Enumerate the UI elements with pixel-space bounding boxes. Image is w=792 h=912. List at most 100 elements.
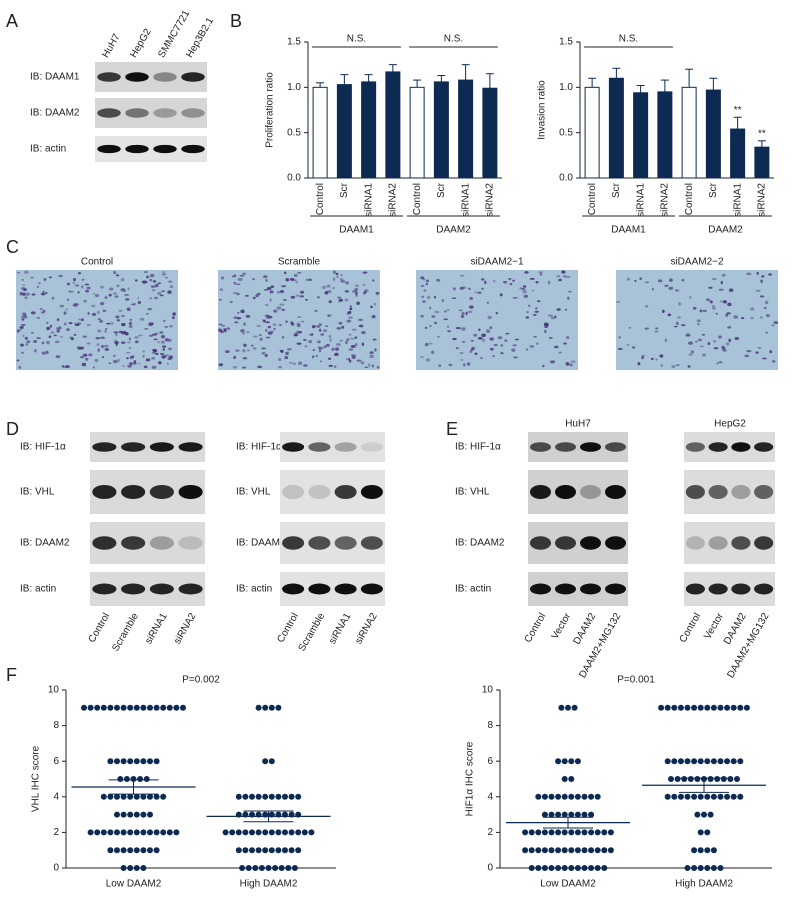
cell [702,333,706,336]
cell [246,331,250,334]
dot [677,793,684,800]
cell [350,345,356,348]
cell [750,307,755,311]
blot-band [708,583,728,595]
dot [255,829,262,836]
cell [233,281,236,285]
cell [338,322,343,325]
cell [567,296,570,300]
dot [262,793,269,800]
image-label: Control [81,257,113,268]
cell [337,296,342,299]
cell [446,325,449,328]
dot [691,758,698,765]
cell [482,338,485,342]
cell [493,343,498,347]
cell [474,352,478,356]
cell [16,329,20,333]
cell [554,345,559,349]
cell [261,347,267,350]
blot-band [308,484,331,500]
dot [558,704,565,711]
dot [140,847,147,854]
cell [332,287,335,290]
blot-band [121,583,146,595]
dot [107,847,114,854]
cell [91,304,96,308]
dot [522,847,529,854]
cell [688,353,693,356]
cell [229,300,233,304]
dot [268,704,275,711]
cell [673,325,678,328]
dot [734,776,740,782]
cell [53,334,57,337]
cell [327,289,332,294]
cell [285,278,290,282]
cell [368,363,371,367]
cell [668,286,674,290]
annotation: P=0.001 [617,675,655,686]
cell [61,365,65,368]
cell [145,275,150,279]
dot [249,793,255,800]
dot [120,758,127,765]
cell [77,318,81,321]
cell [88,353,93,357]
cell [509,282,513,286]
dot [120,865,127,871]
dot [568,758,575,765]
cell [256,324,261,327]
dot [275,704,282,711]
cell [328,300,332,304]
cell [547,314,553,317]
blot-band [178,442,203,452]
dot [285,865,292,871]
annotation: N.S. [444,34,463,45]
dot [601,829,608,836]
cell [164,325,169,328]
cell [708,286,713,289]
bar [608,77,624,179]
cell [73,277,77,282]
cell [726,312,731,315]
cell [536,300,541,303]
cell [153,338,158,341]
cell [687,365,691,368]
cell [121,322,126,327]
blot-band [334,484,357,500]
dot [288,847,295,854]
x-tick-label: siRNA1 [460,183,471,217]
cell [160,340,165,344]
cell [115,274,120,277]
cell [290,321,294,325]
blot-band [181,72,205,82]
cell [548,336,553,339]
cell [495,311,498,315]
dot [275,793,282,800]
blot-band [555,442,576,452]
cell [36,317,41,319]
cell [58,326,62,330]
cell [661,309,665,313]
cell [318,323,323,326]
dot [714,776,721,782]
dot [278,865,285,871]
cell [354,343,358,347]
cell [712,304,715,308]
dot [724,758,731,765]
cell [554,315,557,319]
cell [339,339,343,342]
cell [504,339,508,343]
cell [329,338,332,342]
cell [101,356,105,359]
dot [565,704,571,711]
dot [571,704,578,711]
row-label: IB: DAAM1 [30,72,80,83]
cell [295,281,299,284]
cell [133,360,137,364]
dot [140,865,147,871]
cell [103,344,109,348]
cell [171,316,175,320]
dot [710,758,717,765]
